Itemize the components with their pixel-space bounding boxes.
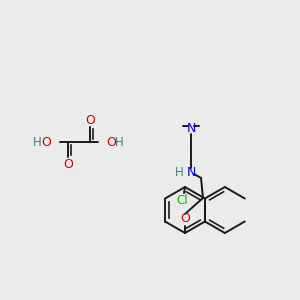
Text: Cl: Cl	[176, 194, 188, 208]
Text: H: H	[175, 167, 184, 179]
Text: O: O	[85, 113, 95, 127]
Text: O: O	[41, 136, 51, 148]
Text: N: N	[186, 167, 196, 179]
Text: O: O	[106, 136, 116, 148]
Text: H: H	[115, 136, 124, 148]
Text: O: O	[180, 212, 190, 226]
Text: N: N	[186, 122, 196, 136]
Text: H: H	[33, 136, 42, 148]
Text: O: O	[63, 158, 73, 170]
